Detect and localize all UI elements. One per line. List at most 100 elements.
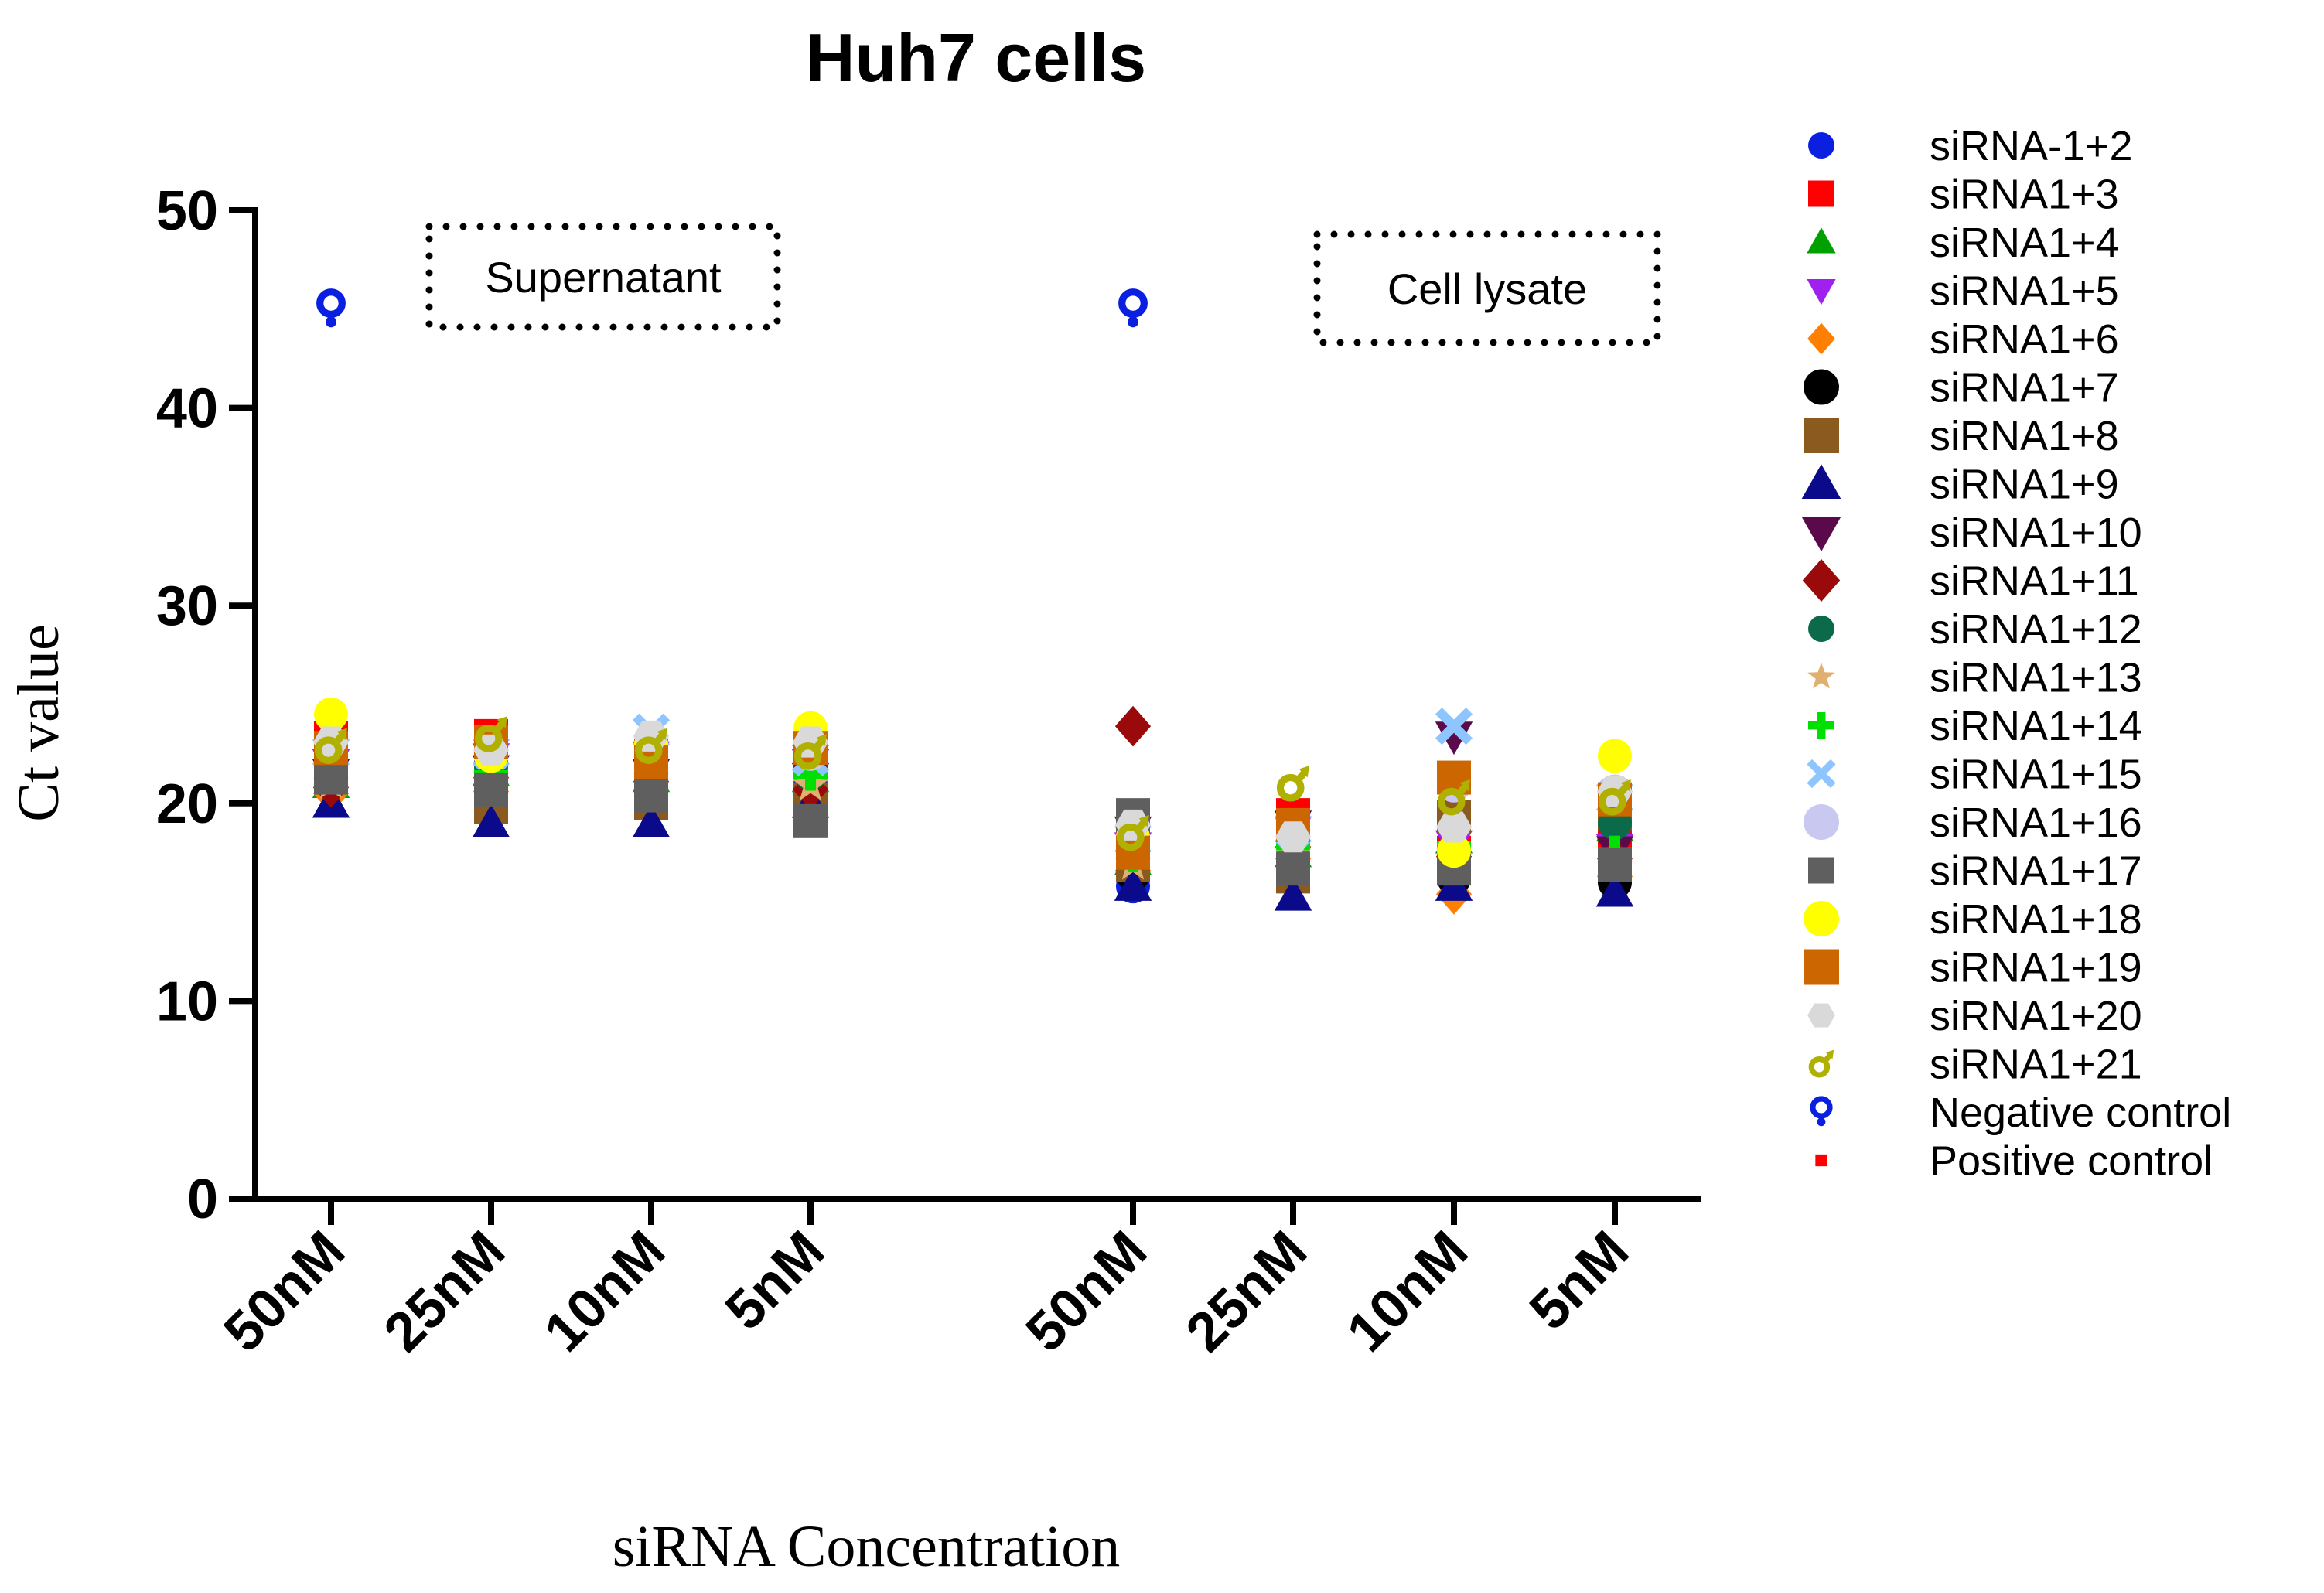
x-tick-label: 25nM xyxy=(1175,1219,1319,1364)
legend-marker xyxy=(1804,804,1839,840)
series-sirna1-14 xyxy=(314,754,1632,872)
x-tick-label: 5nM xyxy=(714,1219,836,1342)
legend-label: siRNA1+5 xyxy=(1930,268,2119,315)
data-point xyxy=(634,778,668,813)
legend-label: siRNA1+4 xyxy=(1930,220,2119,266)
legend-marker xyxy=(1807,662,1835,689)
legend-label: siRNA1+20 xyxy=(1930,993,2142,1039)
x-axis-label: siRNA Concentration xyxy=(613,1514,1121,1579)
series-sirna1-21 xyxy=(314,716,1631,851)
legend-marker xyxy=(1815,1154,1827,1167)
legend-marker xyxy=(1801,464,1841,500)
y-tick-label: 10 xyxy=(156,970,218,1032)
legend-marker xyxy=(1807,1003,1835,1028)
legend-marker xyxy=(1808,857,1834,884)
series-sirna1-4 xyxy=(312,752,1634,875)
legend-label: siRNA1+12 xyxy=(1930,606,2142,653)
data-point xyxy=(316,288,346,328)
series-sirna-1-2 xyxy=(314,746,1632,904)
series-sirna1-3 xyxy=(314,718,1632,870)
group-annotations: Supernatant Cell lysate xyxy=(425,223,1661,346)
legend-marker xyxy=(1808,1049,1834,1078)
legend-marker xyxy=(1807,322,1835,355)
legend-marker xyxy=(1808,712,1834,739)
y-axis-ticks: 0 10 20 30 40 50 xyxy=(156,180,255,1230)
x-tick-label: 50nM xyxy=(1015,1219,1159,1364)
series-sirna1-12 xyxy=(314,750,1632,870)
legend-marker xyxy=(1802,558,1841,602)
legend-label: siRNA1+16 xyxy=(1930,800,2142,846)
series-sirna1-10 xyxy=(312,721,1634,870)
series-sirna1-13 xyxy=(312,759,1633,880)
series-sirna1-8 xyxy=(314,750,1632,894)
series-sirna1-9 xyxy=(312,784,1634,911)
series-sirna1-7 xyxy=(314,762,1632,900)
legend-marker xyxy=(1807,227,1836,254)
y-tick-label: 0 xyxy=(187,1168,218,1230)
data-point xyxy=(1275,821,1312,853)
data-point xyxy=(1276,851,1310,886)
data-point xyxy=(1114,705,1152,747)
legend-label: siRNA1+8 xyxy=(1930,413,2119,459)
legend-marker xyxy=(1808,616,1834,642)
legend-label: siRNA1+21 xyxy=(1930,1042,2142,1088)
x-axis-ticks: 50nM 25nM 10nM 5nM 50nM 25nM 10nM 5nM xyxy=(213,1199,1640,1364)
data-point xyxy=(314,760,348,795)
legend-label: siRNA1+10 xyxy=(1930,510,2142,556)
legend-marker xyxy=(1807,759,1836,789)
x-tick-label: 50nM xyxy=(213,1219,357,1364)
series-sirna1-15 xyxy=(312,708,1634,858)
series-sirna1-18 xyxy=(314,697,1632,868)
series-sirna1-6 xyxy=(312,769,1633,915)
legend: siRNA-1+2siRNA1+3siRNA1+4siRNA1+5siRNA1+… xyxy=(1801,123,2231,1185)
y-axis-label: Ct value xyxy=(6,624,71,821)
x-tick-label: 25nM xyxy=(373,1219,517,1364)
legend-marker xyxy=(1804,369,1839,405)
legend-marker xyxy=(1810,1096,1833,1127)
series-sirna1-16 xyxy=(314,727,1632,851)
data-point xyxy=(474,716,507,752)
data-point xyxy=(1118,288,1148,328)
legend-label: siRNA-1+2 xyxy=(1930,123,2133,169)
legend-marker xyxy=(1801,517,1841,552)
data-point xyxy=(793,803,828,838)
series-sirna1-17 xyxy=(314,760,1632,886)
data-point xyxy=(634,728,667,764)
x-tick-label: 5nM xyxy=(1518,1219,1640,1342)
data-point xyxy=(1595,873,1634,907)
legend-label: siRNA1+14 xyxy=(1930,703,2142,749)
data-point xyxy=(1598,779,1631,816)
legend-label: siRNA1+11 xyxy=(1930,558,2139,605)
group-label: Supernatant xyxy=(485,253,722,302)
legend-label: siRNA1+18 xyxy=(1930,896,2142,943)
data-point xyxy=(1435,811,1473,843)
series-sirna1-5 xyxy=(312,741,1634,868)
legend-marker xyxy=(1804,418,1839,453)
data-point xyxy=(1598,739,1632,773)
data-point xyxy=(1435,708,1473,745)
legend-label: siRNA1+9 xyxy=(1930,462,2119,508)
legend-marker xyxy=(1808,180,1834,207)
legend-marker xyxy=(1808,132,1834,159)
data-point xyxy=(1598,848,1632,882)
legend-marker xyxy=(1804,901,1839,936)
y-tick-label: 50 xyxy=(156,180,218,242)
legend-label: siRNA1+19 xyxy=(1930,945,2142,991)
data-point xyxy=(314,728,347,764)
series-sirna1-19 xyxy=(314,725,1632,870)
legend-label: Negative control xyxy=(1930,1090,2231,1136)
legend-label: Positive control xyxy=(1930,1138,2213,1185)
data-point xyxy=(1116,815,1149,851)
data-point xyxy=(793,734,827,770)
data-point xyxy=(474,772,508,807)
chart-title: Huh7 cells xyxy=(806,19,1146,96)
x-tick-label: 10nM xyxy=(1336,1219,1480,1364)
data-point xyxy=(314,697,348,732)
y-tick-label: 30 xyxy=(156,575,218,637)
legend-label: siRNA1+13 xyxy=(1930,655,2142,701)
series-sirna1-20 xyxy=(312,720,1633,853)
legend-label: siRNA1+7 xyxy=(1930,365,2119,411)
axes xyxy=(252,207,1701,1202)
y-tick-label: 40 xyxy=(156,378,218,440)
legend-label: siRNA1+15 xyxy=(1930,752,2142,798)
